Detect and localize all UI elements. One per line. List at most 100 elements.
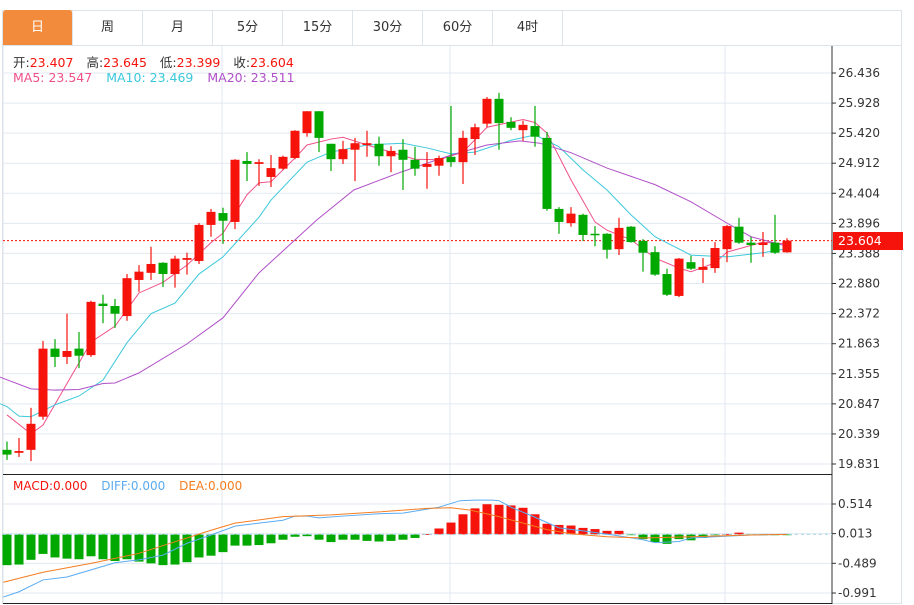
candle-up [14, 451, 24, 453]
close-value: 23.604 [250, 55, 294, 70]
candle-up [758, 242, 768, 246]
candle-down [398, 149, 408, 160]
tab-3[interactable]: 5分 [213, 10, 283, 45]
macd-bar [554, 524, 564, 535]
macd-bar [254, 534, 264, 546]
macd-axis-label: -0.489 [838, 556, 877, 570]
ma10-legend: MA10: 23.469 [106, 70, 194, 85]
macd-bar [410, 534, 420, 538]
macd-bar [458, 514, 468, 535]
price-axis-label: 21.863 [838, 337, 880, 351]
candle-down [218, 213, 228, 221]
candle-up [302, 111, 312, 134]
low-label: 低: [159, 55, 177, 70]
candle-down [410, 159, 420, 169]
candle-down [554, 208, 564, 222]
macd-bar [38, 534, 48, 554]
candle-down [578, 214, 588, 235]
macd-bar [350, 534, 360, 540]
candle-down [542, 137, 552, 209]
candle-down [686, 262, 696, 269]
candle-up [458, 137, 468, 163]
candle-up [338, 149, 348, 160]
candle-down [626, 226, 636, 243]
price-axis-label: 20.847 [838, 397, 880, 411]
dea-value: DEA:0.000 [179, 479, 243, 493]
macd-bar [734, 532, 744, 535]
macd-bar [446, 522, 456, 535]
candle-up [566, 213, 576, 224]
candle-up [614, 227, 624, 250]
candle-down [650, 252, 660, 275]
open-label: 开: [13, 55, 30, 70]
price-axis-label: 24.404 [838, 186, 880, 200]
macd-bar [590, 529, 600, 535]
diff-value: DIFF:0.000 [101, 479, 166, 493]
macd-bar [86, 534, 96, 557]
candle-down [242, 160, 252, 164]
tab-divider [2, 45, 902, 46]
candle-down [50, 348, 60, 357]
macd-bar [602, 530, 612, 535]
price-axis-label: 22.372 [838, 307, 880, 321]
macd-bar [398, 534, 408, 540]
period-tabs: 日周月 5分 15分 30分 60分 4时 [3, 10, 563, 45]
price-axis-label: 23.896 [838, 216, 880, 230]
macd-bar [182, 534, 192, 563]
candle-down [110, 306, 120, 314]
candle-up [206, 211, 216, 225]
macd-bar [146, 534, 156, 564]
macd-bar [686, 534, 696, 541]
candle-down [158, 262, 168, 275]
tab-0[interactable]: 日 [3, 10, 73, 45]
macd-bar [14, 534, 24, 565]
price-axis-label: 21.355 [838, 367, 880, 381]
candle-down [530, 126, 540, 137]
tab-7[interactable]: 4时 [493, 10, 563, 45]
macd-bar [290, 534, 300, 537]
candle-up [62, 350, 72, 357]
macd-bar [194, 534, 204, 558]
macd-bar [98, 534, 108, 560]
candle-up [266, 168, 276, 177]
tab-2[interactable]: 月 [143, 10, 213, 45]
macd-bar [314, 534, 324, 540]
candle-down [506, 121, 516, 128]
candle-up [698, 266, 708, 270]
macd-bar [482, 504, 492, 535]
tab-4[interactable]: 15分 [283, 10, 353, 45]
tab-5[interactable]: 30分 [353, 10, 423, 45]
macd-bar [230, 534, 240, 546]
candle-down [662, 274, 672, 295]
macd-bar [62, 534, 72, 559]
candle-up [422, 163, 432, 167]
candle-up [26, 423, 36, 450]
macd-bar [338, 534, 348, 540]
ma-legend: MA5: 23.547 MA10: 23.469 MA20: 23.511 [13, 70, 305, 85]
candle-down [746, 242, 756, 246]
macd-bar [470, 508, 480, 535]
macd-bar [650, 534, 660, 543]
macd-bar [710, 534, 720, 536]
macd-bar [422, 534, 432, 535]
candle-up [122, 278, 132, 317]
macd-bar [134, 534, 144, 562]
tab-1[interactable]: 周 [73, 10, 143, 45]
tab-6[interactable]: 60分 [423, 10, 493, 45]
candle-up [518, 124, 528, 131]
candle-up [182, 258, 192, 260]
candle-up [482, 98, 492, 124]
candle-up [38, 348, 48, 417]
macd-bar [626, 534, 636, 536]
macd-bar [266, 534, 276, 544]
candle-down [2, 449, 12, 455]
macd-bar [566, 525, 576, 535]
candle-up [290, 130, 300, 159]
price-axis-label: 19.831 [838, 457, 880, 471]
macd-bar [662, 534, 672, 544]
close-label: 收: [233, 55, 251, 70]
open-value: 23.407 [29, 55, 74, 70]
candle-down [446, 156, 456, 163]
price-axis-label: 22.880 [838, 277, 880, 291]
